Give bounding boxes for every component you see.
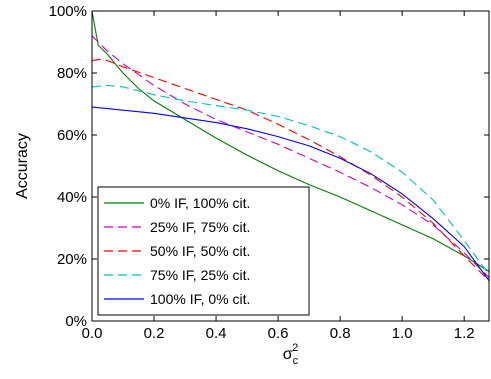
series-line-2 — [91, 35, 490, 278]
x-tick-label: 0.0 — [82, 325, 103, 342]
legend-label-1: 0% IF, 100% cit. — [150, 195, 250, 211]
x-axis-title-subscript: c — [293, 355, 299, 367]
series-line-5 — [91, 106, 490, 282]
legend-label-2: 25% IF, 75% cit. — [150, 219, 250, 235]
plot-area-frame — [91, 10, 490, 322]
y-axis-ticks: 0% 20% 40% 60% 80% 100% — [49, 3, 489, 330]
legend-label-5: 100% IF, 0% cit. — [150, 291, 250, 307]
y-tick-label: 0% — [65, 313, 87, 330]
legend-label-4: 75% IF, 25% cit. — [150, 267, 250, 283]
y-tick-label: 20% — [57, 251, 87, 268]
x-tick-label: 1.0 — [392, 325, 413, 342]
x-axis-title-superscript: 2 — [292, 342, 298, 354]
x-tick-label: 0.6 — [268, 325, 289, 342]
y-tick-label: 100% — [49, 3, 87, 20]
x-axis-ticks: 0.0 0.2 0.4 0.6 0.8 1.0 1.2 — [82, 11, 475, 342]
legend-label-3: 50% IF, 50% cit. — [150, 243, 250, 259]
y-tick-label: 60% — [57, 127, 87, 144]
legend: 0% IF, 100% cit. 25% IF, 75% cit. 50% IF, … — [97, 186, 310, 316]
x-tick-label: 0.8 — [330, 325, 351, 342]
series-line-4 — [91, 84, 490, 275]
x-tick-label: 0.2 — [144, 325, 165, 342]
x-tick-label: 1.2 — [454, 325, 475, 342]
y-axis-title: Accuracy — [14, 133, 31, 199]
x-tick-label: 0.4 — [206, 325, 227, 342]
y-tick-label: 40% — [57, 189, 87, 206]
x-axis-title-symbol: σ — [283, 346, 293, 363]
plot-lines — [91, 10, 490, 282]
series-line-1 — [91, 10, 490, 272]
x-axis-title: σc2 — [283, 342, 299, 367]
y-tick-label: 80% — [57, 65, 87, 82]
